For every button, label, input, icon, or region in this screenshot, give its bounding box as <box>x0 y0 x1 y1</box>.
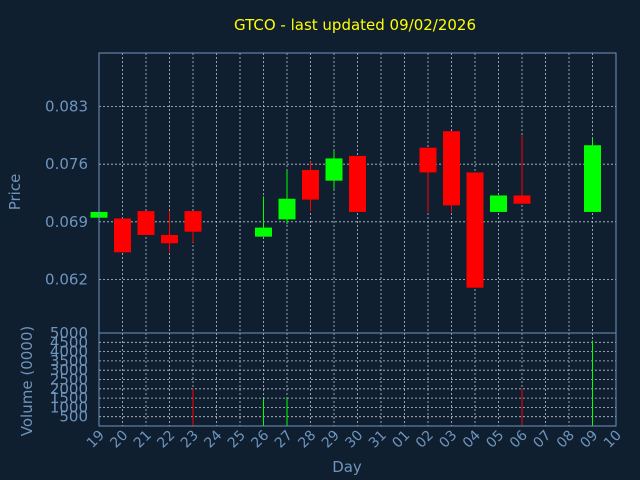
volume-tick-label: 500 <box>59 408 88 426</box>
x-tick-label: 10 <box>601 428 625 452</box>
candle-body <box>137 211 155 235</box>
x-tick-label: 22 <box>154 428 178 452</box>
volume-tick-label: 2500 <box>50 371 88 389</box>
volume-tick-label: 4500 <box>50 333 88 351</box>
volume-tick-label: 4000 <box>50 343 88 361</box>
x-tick-label: 07 <box>530 428 554 452</box>
x-tick-label: 19 <box>84 428 108 452</box>
candle-body <box>349 155 366 212</box>
candle-body <box>184 211 202 232</box>
candle-body <box>443 131 460 206</box>
x-tick-label: 28 <box>295 428 319 452</box>
candle-body <box>114 218 131 253</box>
candle-body <box>490 195 507 212</box>
x-tick-label: 21 <box>131 428 155 452</box>
x-tick-label: 20 <box>107 428 131 452</box>
x-axis-label: Day <box>332 458 362 476</box>
x-tick-label: 31 <box>366 428 390 452</box>
volume-axis-label: Volume (0000) <box>18 326 36 436</box>
x-tick-label: 06 <box>507 427 531 451</box>
x-tick-labels: 19 20 21 22 23 24 25 26 27 28 29 30 31 01 02 03 04 05 06 07… <box>84 427 625 451</box>
x-tick-label: 24 <box>201 427 225 451</box>
candles-layer <box>90 131 601 288</box>
chart-title: GTCO - last updated 09/02/2026 <box>234 16 476 34</box>
x-tick-label: 01 <box>389 428 413 452</box>
volume-tick-label: 3500 <box>50 352 88 370</box>
price-tick-label: 0.069 <box>45 213 88 231</box>
x-tick-label: 26 <box>248 427 272 451</box>
x-tick-label: 30 <box>342 428 366 452</box>
volume-tick-label: 5000 <box>50 324 88 342</box>
volume-tick-label: 1000 <box>50 398 88 416</box>
x-tick-label: 04 <box>460 427 484 451</box>
price-tick-label: 0.083 <box>45 98 88 116</box>
volume-tick-label: 2000 <box>50 380 88 398</box>
volume-tick-label: 3000 <box>50 361 88 379</box>
candle-body <box>584 145 601 212</box>
x-tick-label: 25 <box>225 428 249 452</box>
x-tick-label: 03 <box>436 428 460 452</box>
candle-body <box>513 195 531 204</box>
x-tick-label: 27 <box>272 428 296 452</box>
volume-grid <box>99 333 616 426</box>
price-tick-label: 0.076 <box>45 155 88 173</box>
x-tick-label: 23 <box>178 428 202 452</box>
x-tick-label: 08 <box>554 428 578 452</box>
x-tick-label: 05 <box>483 428 507 452</box>
price-tick-labels: 0.062 0.069 0.076 0.083 <box>45 98 88 289</box>
candle-body <box>325 158 343 181</box>
candle-body <box>466 172 484 288</box>
candle-body <box>278 198 296 220</box>
candle-body <box>302 169 319 200</box>
candle-body <box>161 235 178 244</box>
x-tick-label: 09 <box>577 428 601 452</box>
price-axis-label: Price <box>6 174 24 211</box>
x-tick-label: 02 <box>413 428 437 452</box>
volume-panel-frame <box>98 332 617 427</box>
x-tick-label: 29 <box>319 428 343 452</box>
candle-body <box>255 227 272 237</box>
candle-body <box>419 147 437 173</box>
volume-tick-label: 1500 <box>50 389 88 407</box>
price-tick-label: 0.062 <box>45 270 88 288</box>
volume-bars-layer <box>192 340 593 426</box>
